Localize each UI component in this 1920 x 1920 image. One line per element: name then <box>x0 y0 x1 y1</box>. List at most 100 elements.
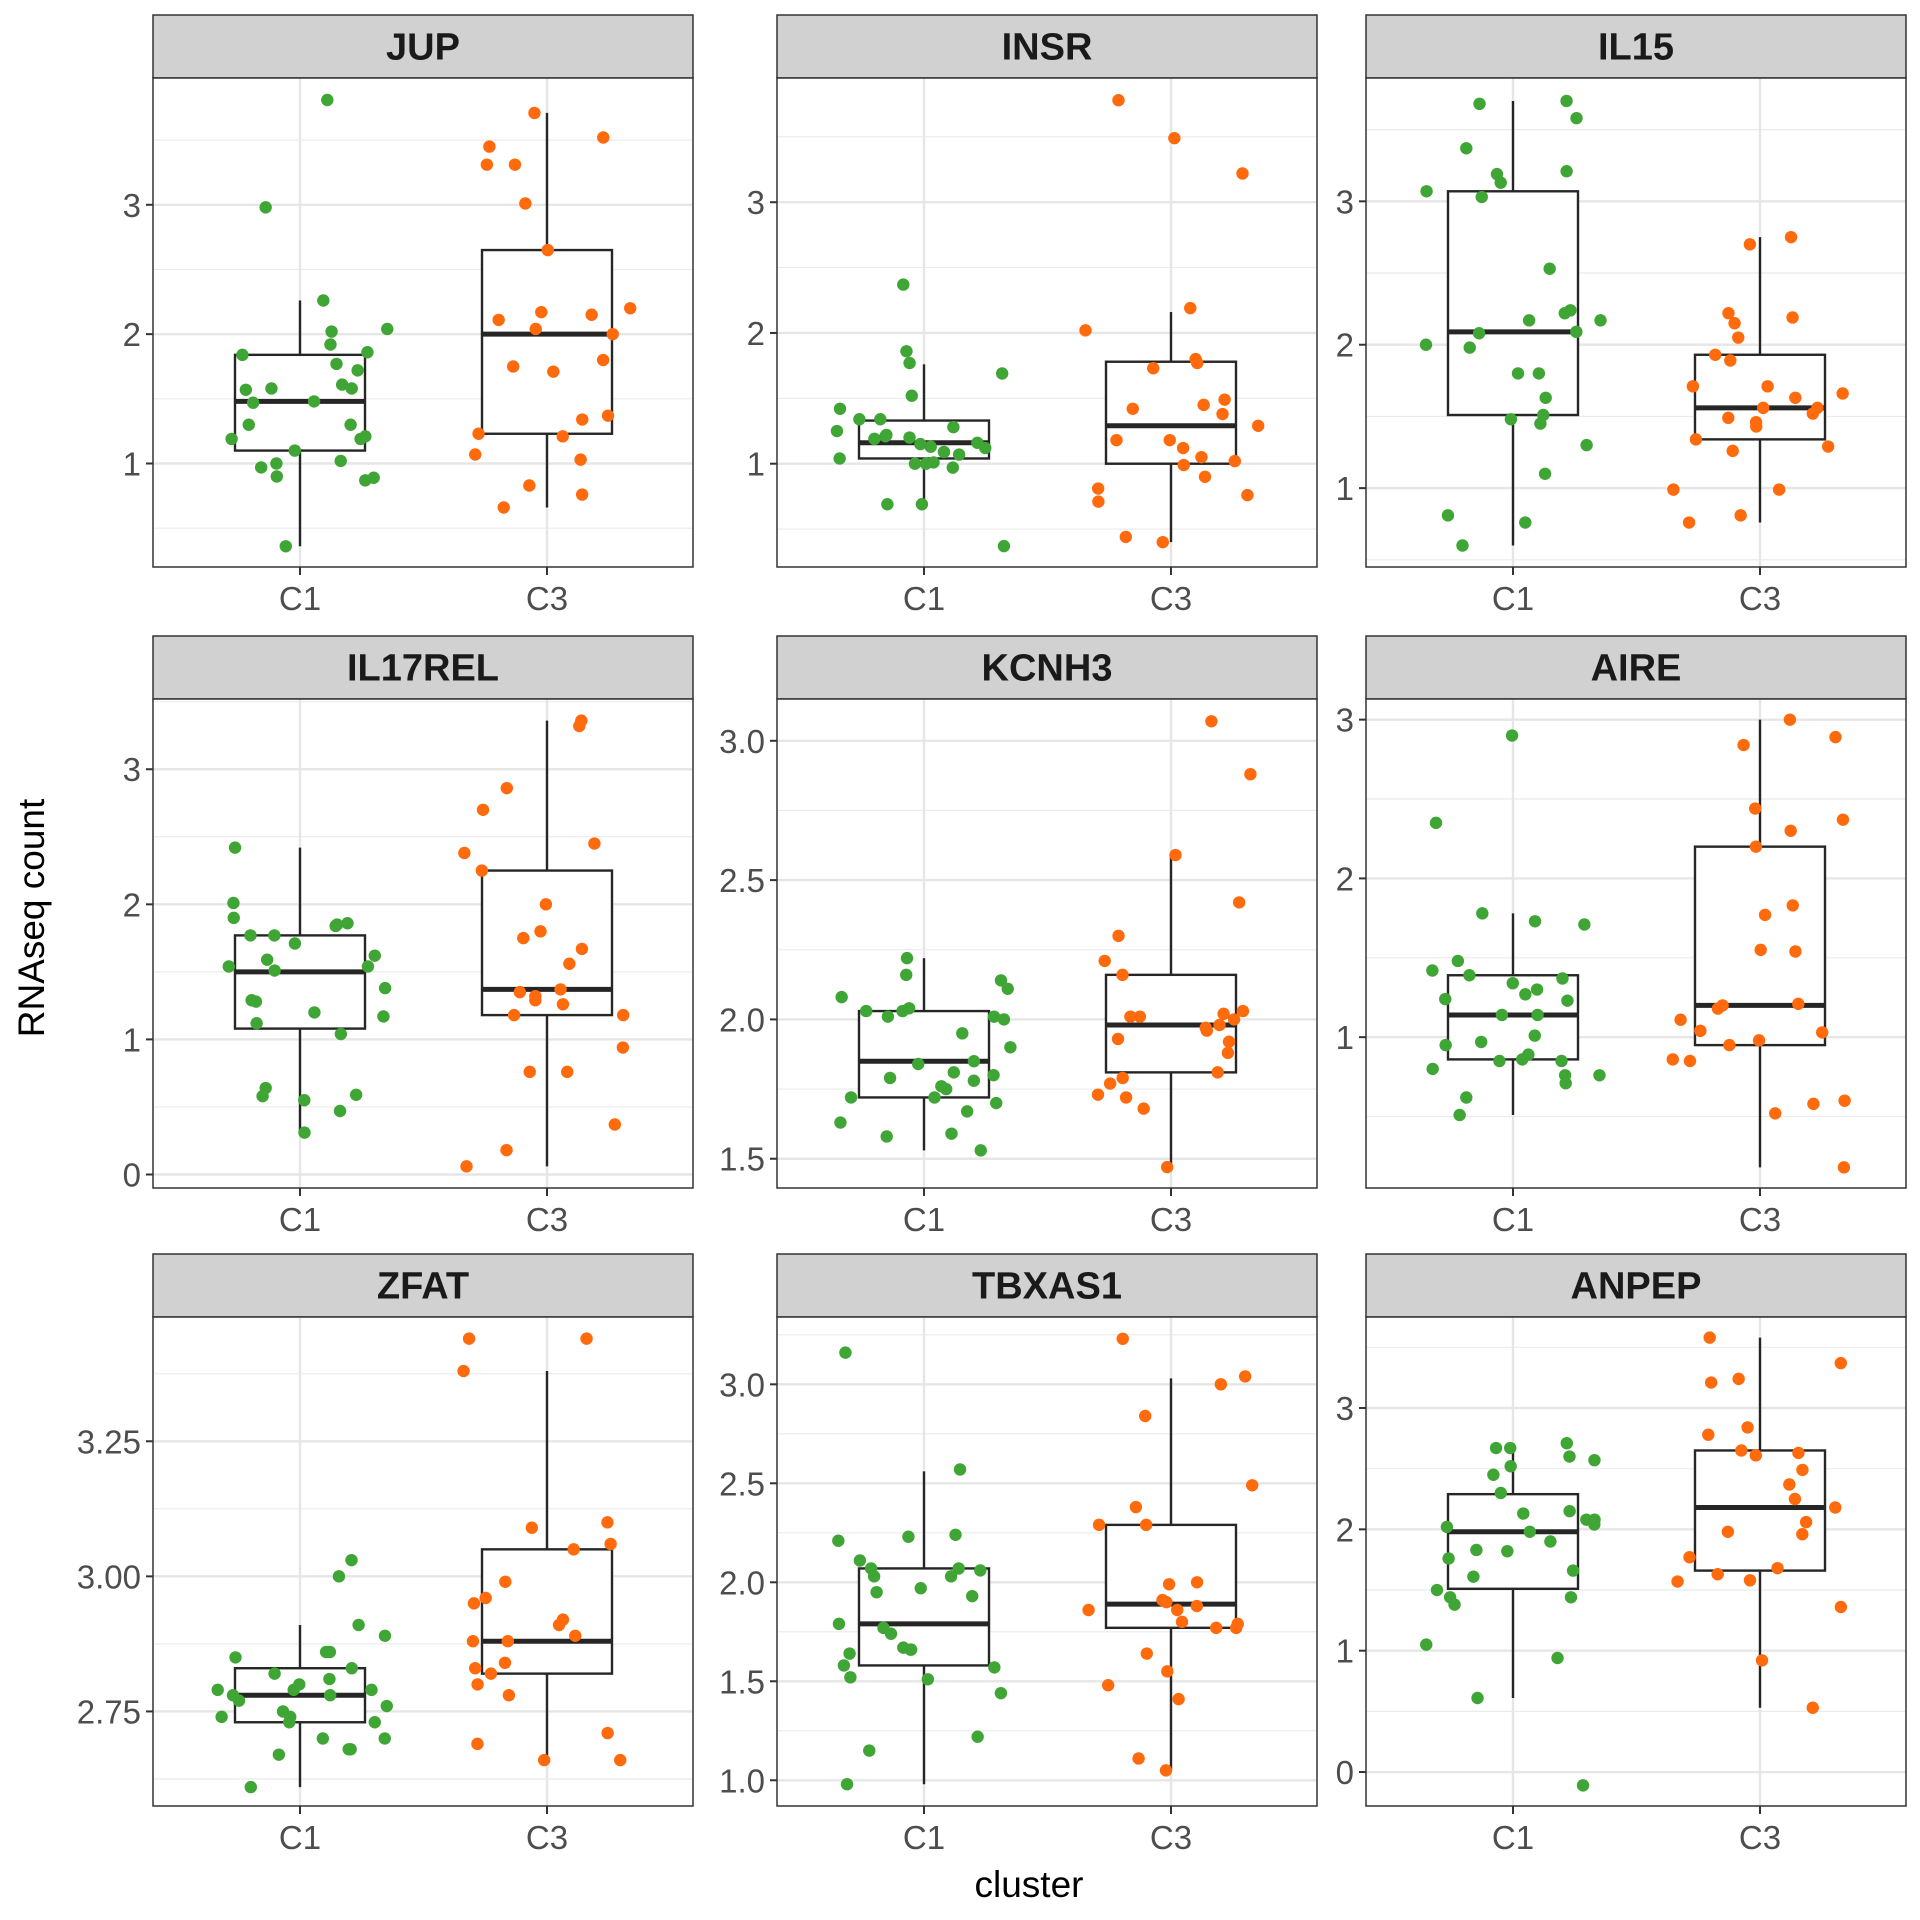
data-point <box>1191 356 1204 370</box>
data-point <box>868 432 881 446</box>
data-point <box>853 1554 867 1567</box>
data-point <box>608 1118 622 1131</box>
data-point <box>1806 407 1820 420</box>
data-point <box>1792 1446 1805 1460</box>
data-point <box>844 1091 858 1104</box>
data-point <box>1519 988 1532 1001</box>
data-point <box>345 1553 358 1567</box>
data-point <box>966 1589 979 1603</box>
data-point <box>475 864 489 877</box>
data-point <box>351 364 364 377</box>
points-c1 <box>1426 729 1606 1122</box>
data-point <box>211 1683 224 1697</box>
points-c3 <box>1671 1331 1848 1714</box>
data-point <box>1689 433 1703 446</box>
data-point <box>1799 1515 1813 1529</box>
data-point <box>244 929 257 942</box>
data-point <box>616 1041 630 1054</box>
data-point <box>307 395 321 408</box>
data-point <box>472 427 485 440</box>
data-point <box>334 454 347 468</box>
facet-panel-il15: IL15 1 2 3 C1 C3 <box>1336 14 1907 617</box>
data-point <box>556 430 569 443</box>
data-point <box>1771 1561 1784 1575</box>
data-point <box>467 1597 481 1610</box>
data-point <box>232 1694 246 1707</box>
data-point <box>1711 1002 1725 1015</box>
data-point <box>881 498 894 511</box>
data-point <box>1722 306 1735 320</box>
y-tick-label: 3 <box>1336 1390 1354 1427</box>
data-point <box>1476 907 1489 920</box>
data-point <box>967 1074 981 1087</box>
y-tick-label: 1 <box>123 1021 141 1058</box>
data-point <box>1749 840 1763 853</box>
data-point <box>596 353 610 367</box>
data-point <box>1210 1621 1223 1635</box>
data-point <box>834 1116 847 1129</box>
data-point <box>1594 314 1607 327</box>
x-axis-title: cluster <box>975 1864 1084 1905</box>
y-axis-title: RNAseq count <box>11 798 52 1037</box>
data-point <box>352 1618 365 1632</box>
iqr-box <box>480 248 614 435</box>
panel-border <box>152 1316 694 1807</box>
facet-strip <box>776 1253 1318 1318</box>
data-point <box>1538 467 1552 480</box>
data-point <box>335 378 349 391</box>
data-point <box>225 432 238 446</box>
data-point <box>1246 1479 1259 1492</box>
data-point <box>952 448 966 461</box>
data-point <box>900 951 914 965</box>
data-point <box>606 327 619 341</box>
data-point <box>870 1585 883 1599</box>
x-tick-label: C3 <box>1739 1201 1781 1238</box>
y-tick-label: 2.0 <box>719 1001 765 1038</box>
data-point <box>614 1753 627 1767</box>
data-point <box>1543 262 1556 275</box>
data-point <box>1563 1504 1576 1518</box>
data-point <box>539 898 553 911</box>
data-point <box>1750 420 1763 433</box>
x-tick-label: C1 <box>903 1819 945 1856</box>
data-point <box>1556 972 1569 985</box>
data-point <box>244 1780 257 1794</box>
iqr-box <box>233 934 367 1030</box>
data-point <box>1495 1008 1509 1022</box>
data-point <box>1440 1520 1454 1534</box>
panel-border <box>152 698 694 1189</box>
points-c1 <box>834 951 1017 1157</box>
y-tick-label: 3.0 <box>719 1366 765 1403</box>
data-point <box>1741 1421 1754 1434</box>
data-point <box>835 990 848 1004</box>
plot-background <box>777 699 1317 1188</box>
data-point <box>1171 1603 1184 1617</box>
data-point <box>1198 470 1212 483</box>
data-point <box>997 539 1011 553</box>
data-point <box>523 479 536 492</box>
y-tick-label: 1 <box>747 446 765 483</box>
points-c3 <box>1666 713 1851 1174</box>
data-point <box>1241 488 1254 502</box>
data-point <box>1792 997 1805 1011</box>
facet-strip <box>776 635 1318 700</box>
data-point <box>1769 1107 1782 1120</box>
x-tick-label: C1 <box>1492 1201 1534 1238</box>
data-point <box>908 457 922 470</box>
data-point <box>480 158 494 171</box>
data-point <box>1162 1578 1176 1591</box>
data-point <box>298 1093 311 1107</box>
data-point <box>316 1732 330 1745</box>
y-tick-label: 0 <box>123 1156 141 1193</box>
data-point <box>554 983 567 996</box>
facet-title: AIRE <box>1591 648 1682 690</box>
data-point <box>1743 238 1757 251</box>
data-point <box>354 432 367 446</box>
data-point <box>601 409 615 422</box>
data-point <box>1560 1436 1573 1450</box>
data-point <box>317 294 330 307</box>
data-point <box>1110 433 1123 447</box>
data-point <box>523 1065 536 1079</box>
data-point <box>904 1643 918 1656</box>
data-point <box>1494 176 1507 189</box>
